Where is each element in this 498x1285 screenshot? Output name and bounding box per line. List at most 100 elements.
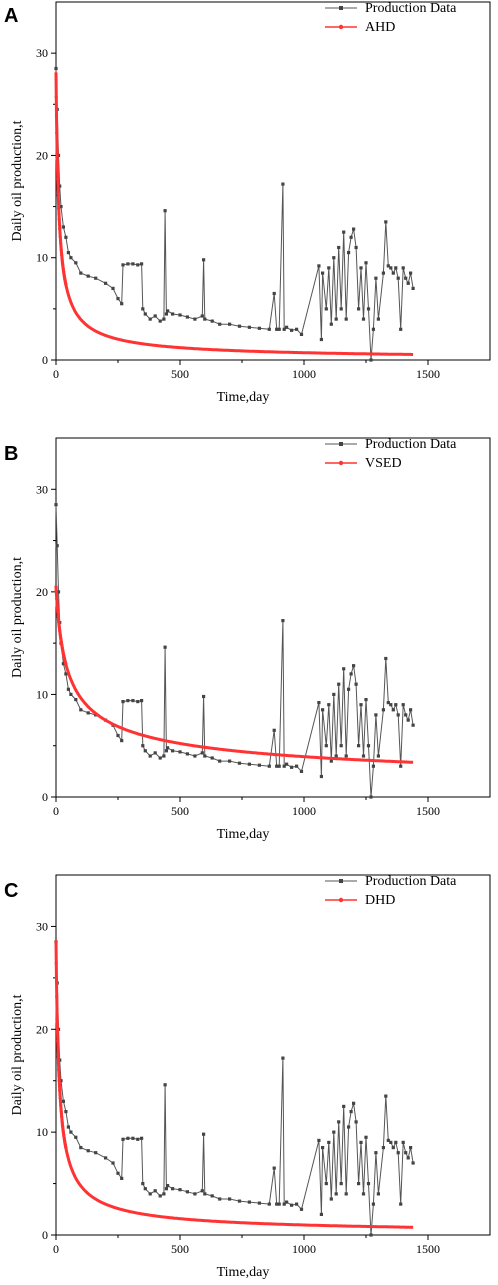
production-data-point bbox=[394, 1140, 398, 1144]
production-data-point bbox=[339, 307, 343, 311]
production-data-point bbox=[399, 1202, 403, 1206]
production-data-point bbox=[406, 281, 410, 285]
fit-curve-point bbox=[54, 940, 58, 944]
production-data-point bbox=[282, 327, 286, 331]
production-data-point bbox=[386, 1138, 390, 1142]
y-tick-label: 30 bbox=[36, 46, 48, 60]
production-data-point bbox=[86, 711, 90, 715]
legend: Production Data VSED bbox=[325, 437, 457, 471]
production-data-point bbox=[319, 774, 323, 779]
production-data-point bbox=[361, 1192, 366, 1196]
production-data-point bbox=[111, 1161, 115, 1165]
production-data-point bbox=[141, 307, 145, 311]
production-data-point bbox=[329, 759, 333, 763]
fit-curve-point bbox=[56, 1062, 61, 1066]
production-data-point bbox=[337, 682, 341, 686]
fit-curve-point bbox=[57, 222, 62, 226]
production-data-point bbox=[178, 750, 182, 754]
production-data-point bbox=[131, 1136, 135, 1140]
production-data-point bbox=[247, 325, 251, 329]
production-data-point bbox=[136, 700, 140, 704]
production-data-point bbox=[210, 1194, 214, 1198]
legend-swatch-marker bbox=[338, 24, 344, 30]
production-data-point bbox=[324, 744, 328, 748]
production-data-point bbox=[275, 1202, 279, 1206]
y-tick-label: 20 bbox=[36, 148, 48, 162]
y-tick-label: 0 bbox=[42, 353, 48, 367]
production-data-point bbox=[86, 1149, 90, 1153]
legend-swatch-marker bbox=[338, 460, 344, 466]
production-data-point bbox=[317, 264, 321, 268]
production-data-point bbox=[357, 744, 361, 748]
production-data-point bbox=[247, 762, 251, 766]
production-data-point bbox=[295, 764, 299, 768]
production-data-point bbox=[344, 317, 348, 321]
legend: Production Data AHD bbox=[325, 1, 457, 35]
fit-curve-point bbox=[54, 585, 58, 589]
legend-item-production-data: Production Data bbox=[325, 437, 457, 452]
production-data-point bbox=[158, 756, 162, 760]
fit-curve-line bbox=[54, 73, 414, 356]
production-data-point bbox=[121, 1137, 125, 1141]
production-data-point bbox=[366, 744, 371, 748]
production-data-point bbox=[359, 266, 363, 270]
production-data-point bbox=[321, 708, 325, 712]
series-production-data bbox=[54, 940, 415, 1237]
y-axis-label: Daily oil production,t bbox=[10, 120, 25, 241]
fit-curve-point bbox=[58, 235, 62, 239]
production-data-point bbox=[366, 1182, 371, 1186]
fit-curve-point bbox=[55, 1020, 59, 1024]
panel-letter: C bbox=[4, 880, 18, 902]
production-data-point bbox=[193, 317, 197, 321]
fit-curve-point bbox=[57, 1068, 61, 1072]
fit-curve-point bbox=[55, 131, 59, 135]
production-data-point bbox=[327, 266, 331, 270]
production-data-point bbox=[290, 1203, 294, 1207]
production-data-point bbox=[166, 309, 170, 313]
y-tick-label: 10 bbox=[36, 687, 48, 701]
production-data-point bbox=[126, 1136, 130, 1140]
production-data-point bbox=[321, 1146, 325, 1150]
production-data-point bbox=[79, 708, 83, 712]
production-data-point bbox=[391, 271, 395, 275]
production-data-point bbox=[166, 746, 170, 750]
production-data-point bbox=[200, 751, 204, 755]
production-data-point bbox=[111, 286, 115, 290]
production-data-point bbox=[337, 245, 341, 250]
production-data-point bbox=[324, 1182, 328, 1186]
production-data-point bbox=[384, 1094, 388, 1098]
production-data-point bbox=[409, 708, 413, 712]
chart-panel-a: A 0 500 1000 1500 0 10 20 30 Time,day Daily oil pr… bbox=[4, 1, 491, 405]
fit-curve-point bbox=[57, 1079, 61, 1083]
fit-curve-point bbox=[60, 1120, 64, 1124]
production-data-point bbox=[342, 667, 346, 671]
production-data-point bbox=[121, 263, 125, 267]
production-data-point bbox=[327, 703, 331, 707]
production-data-point bbox=[237, 761, 242, 765]
production-data-point bbox=[185, 1190, 189, 1194]
production-data-point bbox=[131, 262, 135, 266]
legend-label: DHD bbox=[365, 893, 395, 908]
fit-curve-point bbox=[59, 1112, 64, 1116]
production-data-point bbox=[158, 319, 162, 323]
x-tick-label: 1000 bbox=[292, 1242, 316, 1256]
production-data-point bbox=[361, 754, 366, 758]
production-data-point bbox=[374, 276, 378, 280]
production-data-point bbox=[158, 1194, 162, 1198]
fit-curve-point bbox=[54, 593, 59, 597]
series-production-data bbox=[54, 66, 415, 362]
fit-curve-point bbox=[59, 242, 63, 246]
production-data-point bbox=[162, 1192, 166, 1196]
production-data-point bbox=[411, 286, 415, 290]
production-data-point bbox=[275, 764, 279, 768]
legend-swatch-marker bbox=[339, 879, 343, 883]
production-data-point bbox=[409, 1146, 413, 1150]
production-data-point bbox=[272, 728, 276, 732]
production-data-point bbox=[344, 1192, 348, 1196]
y-tick-label: 10 bbox=[36, 251, 48, 265]
fit-curve-point bbox=[55, 145, 59, 149]
production-data-point bbox=[163, 645, 167, 649]
fit-curve-point bbox=[60, 256, 64, 260]
fit-curve-point bbox=[56, 200, 61, 204]
production-data-point bbox=[228, 759, 232, 763]
